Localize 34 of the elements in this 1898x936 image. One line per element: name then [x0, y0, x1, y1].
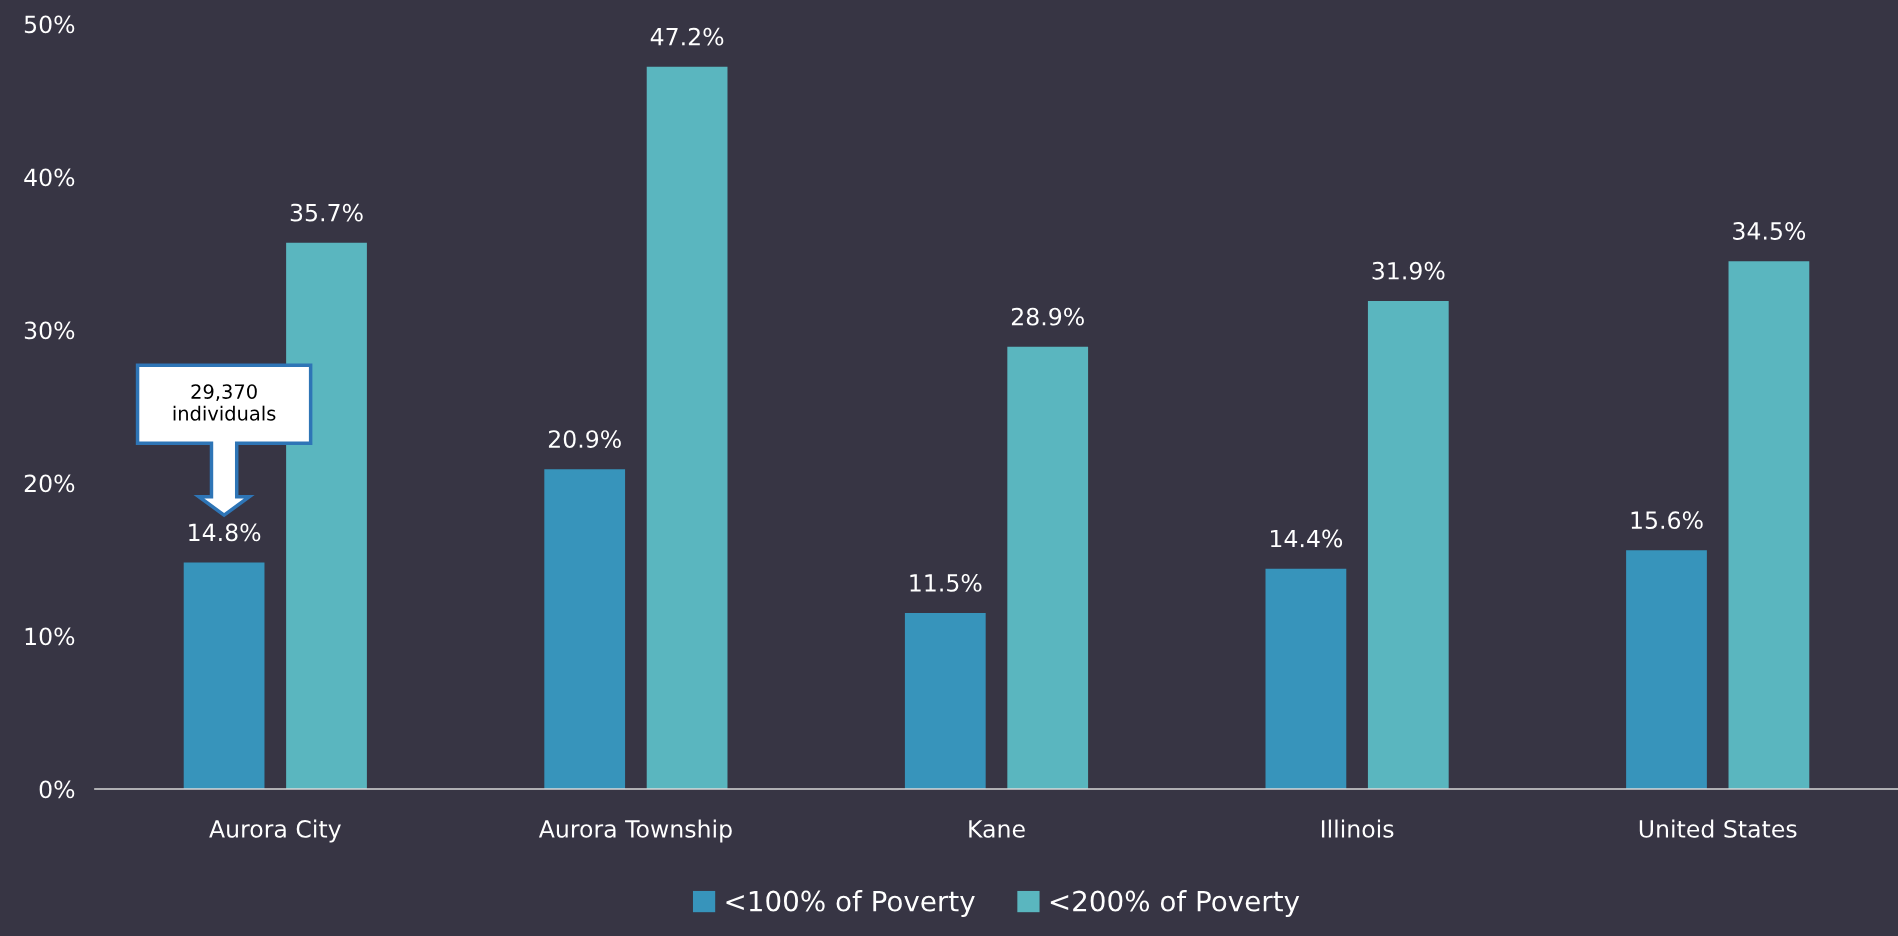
text: 31.9% [1372, 261, 1445, 280]
text: 20.9% [548, 430, 621, 448]
bar [1626, 550, 1707, 789]
x-tick-label: Illinois [1321, 819, 1394, 838]
bar [1265, 568, 1347, 789]
annotation: 29,370 individuals [173, 384, 276, 421]
text: 14.4% [1270, 529, 1343, 548]
y-tick-label: 20% [24, 474, 75, 493]
bar [1367, 300, 1449, 789]
y-tick-label: 0% [39, 780, 75, 799]
text: 47.2% [650, 27, 724, 46]
y-tick-label: 30% [24, 321, 75, 340]
text: 28.9% [1011, 307, 1084, 326]
bar [544, 469, 626, 789]
text: 14.8% [189, 523, 261, 542]
text: 34.5% [1733, 222, 1806, 240]
legend-label: <200% of Poverty [1050, 890, 1300, 917]
y-tick-label: 50% [24, 15, 75, 34]
text: 11.5% [910, 573, 982, 592]
y-tick-label: 40% [24, 168, 75, 187]
bar [646, 66, 728, 789]
x-tick-label: United States [1639, 819, 1797, 838]
text: 35.7% [290, 203, 363, 222]
bar [286, 242, 367, 789]
bar [1007, 346, 1089, 789]
text: 15.6% [1631, 511, 1703, 530]
x-tick-label: Kane [969, 820, 1025, 838]
x-tick-label: Aurora Township [538, 819, 732, 843]
bar [183, 562, 265, 789]
bar [1728, 261, 1810, 789]
x-tick-label: Aurora City [209, 819, 341, 843]
y-tick-label: 10% [25, 627, 75, 646]
legend-label: <100% of Poverty [726, 890, 975, 917]
bar [904, 613, 986, 789]
